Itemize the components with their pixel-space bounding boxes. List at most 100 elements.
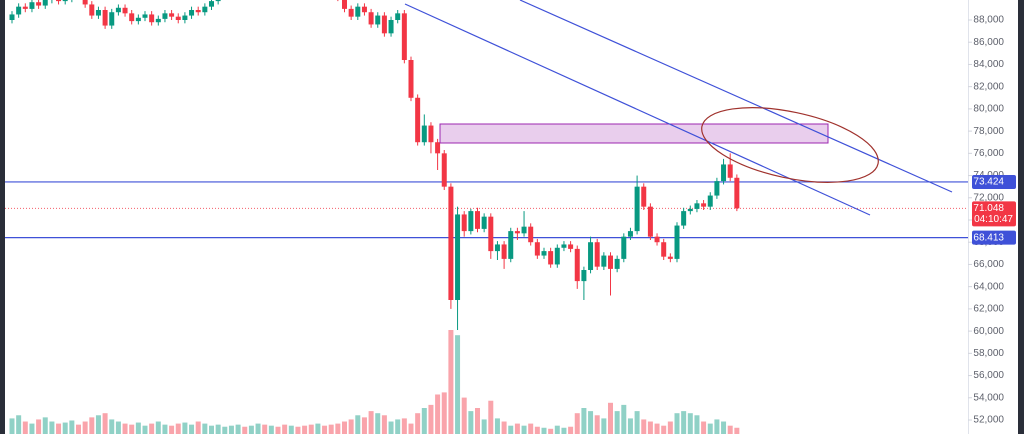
volume-bar bbox=[368, 411, 374, 434]
candle-body bbox=[95, 10, 101, 16]
candle-body bbox=[195, 10, 201, 13]
candle-body bbox=[667, 256, 673, 259]
volume-bar bbox=[135, 422, 141, 434]
candle-body bbox=[714, 181, 720, 196]
volume-bar bbox=[202, 423, 208, 434]
volume-bar bbox=[288, 425, 294, 434]
candle-body bbox=[674, 225, 680, 259]
candle-body bbox=[395, 13, 401, 20]
candle-body bbox=[641, 186, 647, 207]
volume-bar bbox=[169, 425, 175, 434]
volume-bar bbox=[641, 419, 647, 434]
volume-bar bbox=[381, 415, 387, 434]
volume-layer bbox=[9, 330, 740, 434]
volume-bar bbox=[36, 419, 42, 434]
volume-bar bbox=[268, 425, 274, 434]
y-tick-label: 52,000 bbox=[973, 415, 1004, 426]
volume-bar bbox=[481, 419, 487, 434]
volume-bar bbox=[109, 419, 115, 434]
candle-body bbox=[169, 13, 175, 17]
volume-bar bbox=[155, 421, 161, 434]
candle-body bbox=[89, 4, 95, 16]
volume-bar bbox=[501, 421, 507, 434]
volume-bar bbox=[22, 421, 28, 434]
volume-bar bbox=[654, 423, 660, 434]
volume-bar bbox=[475, 408, 480, 434]
volume-bar bbox=[308, 424, 314, 434]
y-tick-label: 82,000 bbox=[973, 81, 1004, 92]
candle-body bbox=[508, 231, 514, 259]
volume-bar bbox=[9, 418, 15, 434]
price-label: 68.413 bbox=[973, 232, 1004, 243]
candle-body bbox=[534, 242, 540, 256]
volume-bar bbox=[534, 426, 540, 434]
volume-bar bbox=[102, 413, 108, 434]
volume-bar bbox=[568, 426, 574, 434]
volume-bar bbox=[242, 426, 248, 434]
volume-bar bbox=[76, 424, 81, 434]
candle-body bbox=[581, 270, 587, 282]
y-tick-label: 76,000 bbox=[973, 148, 1004, 159]
candle-body bbox=[209, 1, 214, 7]
volume-bar bbox=[701, 421, 707, 434]
candle-body bbox=[415, 97, 421, 143]
candle-body bbox=[42, 0, 48, 6]
price-axis: 88,000 86,000 84,000 82,000 80,000 78,000 76,0… bbox=[968, 15, 1016, 426]
candle-body bbox=[202, 6, 208, 13]
candle-body bbox=[368, 12, 374, 25]
candle-body bbox=[122, 7, 128, 14]
volume-bar bbox=[714, 419, 720, 434]
candle-body bbox=[82, 0, 88, 5]
frame-left bbox=[0, 0, 5, 434]
candle-body bbox=[16, 6, 22, 15]
candle-body bbox=[661, 242, 667, 257]
volume-bar bbox=[388, 421, 394, 434]
candle-body bbox=[548, 251, 554, 265]
candle-body bbox=[554, 247, 560, 265]
volume-bar bbox=[521, 425, 527, 434]
volume-bar bbox=[661, 425, 667, 434]
volume-bar bbox=[614, 411, 620, 434]
candle-body bbox=[129, 13, 135, 22]
volume-bar bbox=[335, 423, 341, 434]
candle-body bbox=[62, 0, 68, 2]
volume-bar bbox=[455, 335, 461, 434]
trend-line bbox=[404, 3, 871, 216]
volume-bar bbox=[175, 423, 181, 434]
volume-bar bbox=[674, 413, 680, 434]
volume-bar bbox=[42, 417, 48, 434]
volume-bar bbox=[16, 415, 22, 434]
candle-body bbox=[647, 206, 653, 237]
y-tick-label: 66,000 bbox=[973, 259, 1004, 270]
candle-body bbox=[175, 16, 181, 20]
candle-body bbox=[162, 13, 168, 19]
volume-bar bbox=[435, 394, 441, 434]
volume-bar bbox=[528, 423, 534, 434]
price-lines bbox=[5, 181, 968, 239]
volume-bar bbox=[302, 425, 308, 434]
candle-body bbox=[568, 244, 574, 249]
volume-bar bbox=[734, 427, 740, 434]
candle-body bbox=[594, 242, 600, 267]
y-tick-label: 80,000 bbox=[973, 104, 1004, 115]
volume-bar bbox=[56, 423, 62, 434]
candle-body bbox=[627, 231, 633, 237]
volume-bar bbox=[89, 417, 95, 434]
volume-bar bbox=[428, 404, 434, 434]
volume-bar bbox=[322, 425, 328, 434]
volume-bar bbox=[488, 400, 494, 434]
candle-body bbox=[721, 164, 727, 182]
volume-bar bbox=[514, 423, 520, 434]
candle-body bbox=[481, 216, 487, 229]
candle-body bbox=[588, 242, 594, 270]
candle-body bbox=[102, 10, 108, 26]
candle-body bbox=[142, 14, 148, 18]
volume-bar bbox=[62, 422, 68, 434]
candle-body bbox=[654, 236, 660, 243]
candle-body bbox=[375, 15, 381, 25]
candle-body bbox=[109, 12, 115, 26]
volume-bar bbox=[215, 424, 221, 434]
volume-bar bbox=[594, 415, 600, 434]
volume-bar bbox=[707, 423, 713, 434]
